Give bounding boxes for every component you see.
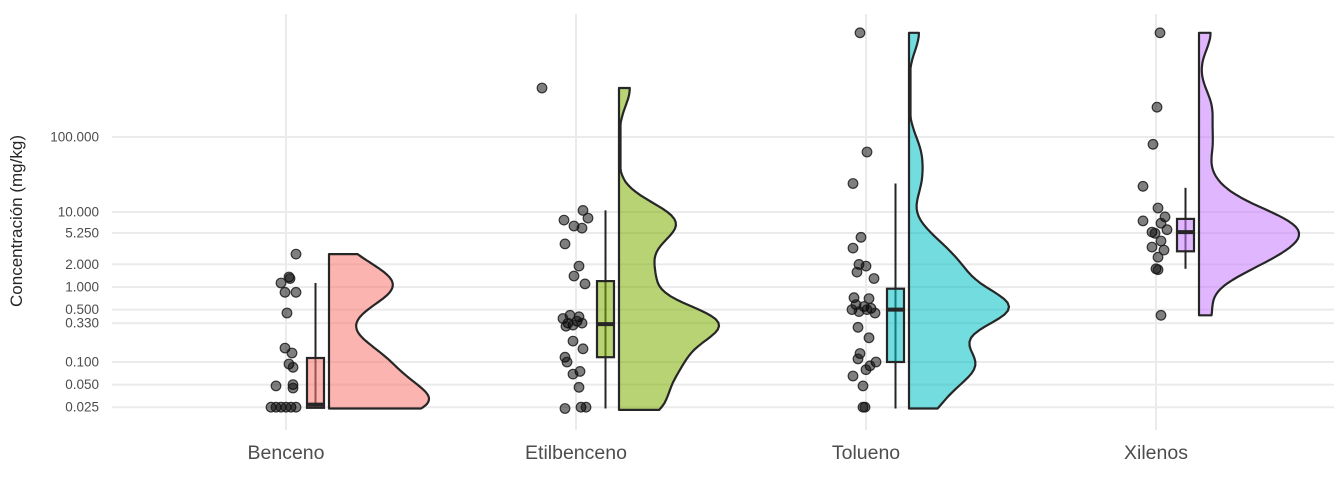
data-point [573,260,585,272]
data-point [568,270,580,282]
data-point [558,214,570,226]
box [1175,217,1196,253]
data-point [869,307,881,319]
data-point [580,401,592,413]
box [885,287,906,364]
half-violin [1197,31,1301,317]
data-point [287,361,299,373]
data-point [559,238,571,250]
box [595,280,616,359]
data-point [855,231,867,243]
data-point [863,332,875,344]
data-point [851,266,863,278]
data-point [1146,241,1158,253]
data-point [290,401,302,413]
group-etilbenceno [536,82,721,414]
half-violin [617,86,721,411]
data-point [1158,244,1170,256]
x-category-label: Benceno [248,442,325,464]
data-point [852,353,864,365]
group-benceno [265,248,431,413]
data-point [567,335,579,347]
half-violin [327,253,431,410]
data-point [577,204,589,216]
y-tick-label: 5.250 [65,226,99,241]
x-category-label: Tolueno [832,442,900,464]
y-tick-label: 100.000 [50,130,99,145]
data-point [281,307,293,319]
x-category-label: Etilbenceno [525,442,627,464]
data-point [536,82,548,94]
data-point [1151,101,1163,113]
y-tick-label: 0.100 [65,355,99,370]
data-point [270,380,282,392]
data-point [579,278,591,290]
data-point [1155,309,1167,321]
data-point [573,381,585,393]
data-point [847,370,859,382]
data-point [576,317,588,329]
group-xilenos [1137,27,1301,321]
y-axis-title: Concentración (mg/kg) [7,135,26,307]
data-point [1154,27,1166,39]
y-tick-label: 2.000 [65,257,99,272]
y-tick-label: 0.050 [65,377,99,392]
data-point [860,260,872,272]
data-point [847,178,859,189]
data-point [857,380,869,392]
data-point [1149,227,1161,239]
data-point [1137,180,1149,192]
data-point [1152,264,1164,276]
x-category-label: Xilenos [1124,442,1188,464]
data-point [859,401,871,413]
data-point [284,273,296,284]
data-point [861,146,873,158]
data-point [1137,215,1149,227]
data-point [868,273,880,284]
data-point [275,277,287,289]
data-point [290,248,302,260]
data-point [577,343,589,355]
data-point [1152,251,1164,263]
group-tolueno [846,27,1011,413]
data-point [560,320,572,332]
data-point [860,364,872,376]
data-point [1155,235,1167,247]
y-tick-label: 1.000 [65,280,99,295]
data-point [853,306,865,318]
data-point [561,356,573,368]
data-point [847,242,859,254]
data-point [854,27,866,39]
data-point [1152,202,1164,214]
half-violin [907,31,1011,410]
data-point [287,382,299,394]
data-point [1161,224,1173,236]
data-point [290,286,302,298]
y-tick-label: 0.025 [65,400,99,415]
y-tick-label: 0.330 [65,316,99,331]
data-point [576,222,588,234]
data-point [582,212,594,224]
data-point [1155,217,1167,229]
data-point [279,286,291,298]
box [305,356,326,409]
data-point [559,403,571,414]
data-point [852,321,864,333]
y-tick-label: 0.500 [65,302,99,317]
y-tick-label: 10.000 [58,205,99,220]
data-point [286,347,298,359]
data-point [1147,138,1159,150]
data-point [567,368,579,380]
